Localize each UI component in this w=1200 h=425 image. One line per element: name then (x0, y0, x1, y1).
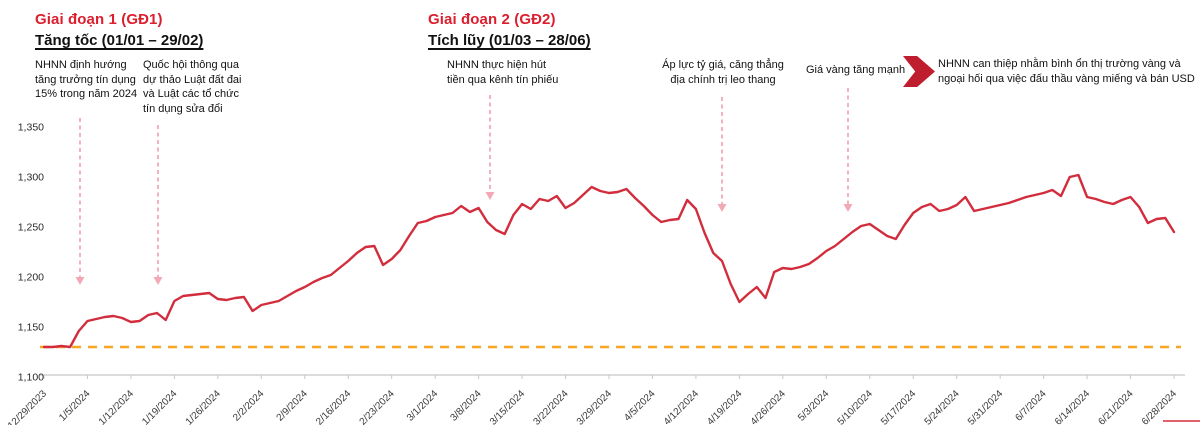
phase1-period: Tăng tốc (01/01 – 29/02) (35, 32, 204, 49)
y-tick-label: 1,100 (18, 372, 44, 384)
red-chevron-arrow-icon (903, 55, 935, 88)
x-tick-label: 12/29/2023 (6, 388, 49, 425)
x-tick-label: 1/5/2024 (57, 388, 93, 424)
event-arrowhead (843, 204, 853, 212)
annotation-land-law: Quốc hội thông qua dự thảo Luật đất đai … (143, 59, 242, 115)
annotation-sbv-intervention: NHNN can thiệp nhằm bình ổn thị trường v… (938, 58, 1195, 85)
x-tick-label: 6/7/2024 (1013, 388, 1049, 424)
annotation-gold-price: Giá vàng tăng mạnh (806, 64, 906, 76)
x-tick-label: 3/22/2024 (531, 388, 571, 425)
x-tick-label: 3/29/2024 (575, 388, 615, 425)
y-tick-label: 1,300 (18, 172, 44, 184)
x-tick-label: 5/3/2024 (796, 388, 832, 424)
x-tick-label: 5/17/2024 (879, 388, 919, 425)
x-tick-label: 2/2/2024 (231, 388, 267, 424)
x-tick-label: 4/19/2024 (705, 388, 745, 425)
x-tick-label: 4/12/2024 (662, 388, 702, 425)
red-chevron-arrow-shape (903, 55, 935, 88)
x-tick-label: 3/8/2024 (448, 388, 484, 424)
x-tick-label: 3/1/2024 (405, 388, 441, 424)
price-line (42, 173, 1176, 349)
event-arrowhead (153, 277, 163, 285)
y-tick-label: 1,250 (18, 222, 44, 234)
x-tick-label: 4/5/2024 (622, 388, 658, 424)
phase2-title: Giai đoạn 2 (GĐ2) (428, 11, 556, 28)
x-tick-label: 6/21/2024 (1096, 388, 1136, 425)
annotation-credit-growth: NHNN định hướng tăng trưởng tín dụng 15%… (35, 59, 138, 101)
x-tick-label: 2/9/2024 (275, 388, 311, 424)
event-arrowhead (485, 192, 495, 200)
x-tick-label: 6/14/2024 (1053, 388, 1093, 425)
x-tick-label: 1/26/2024 (184, 388, 224, 425)
x-tick-label: 4/26/2024 (749, 388, 789, 425)
bottom-right-red-line (1163, 420, 1200, 422)
y-tick-label: 1,350 (18, 122, 44, 134)
x-tick-label: 5/10/2024 (836, 388, 876, 425)
event-arrowhead (717, 204, 727, 212)
annotation-fx-pressure: Áp lực tỷ giá, căng thẳng địa chính trị … (662, 59, 784, 86)
x-tick-label: 2/16/2024 (314, 388, 354, 425)
x-tick-label: 1/12/2024 (97, 388, 137, 425)
annotation-bill-issuance: NHNN thực hiện hút tiền qua kênh tín phi… (447, 59, 559, 86)
x-tick-label: 5/24/2024 (923, 388, 963, 425)
x-tick-label: 2/23/2024 (358, 388, 398, 425)
x-tick-label: 5/31/2024 (966, 388, 1006, 425)
event-arrowhead (75, 277, 85, 285)
y-tick-label: 1,150 (18, 322, 44, 334)
phase2-period: Tích lũy (01/03 – 28/06) (428, 32, 591, 49)
phase1-title: Giai đoạn 1 (GĐ1) (35, 11, 163, 28)
x-tick-label: 3/15/2024 (488, 388, 528, 425)
x-tick-label: 1/19/2024 (140, 388, 180, 425)
y-tick-label: 1,200 (18, 272, 44, 284)
